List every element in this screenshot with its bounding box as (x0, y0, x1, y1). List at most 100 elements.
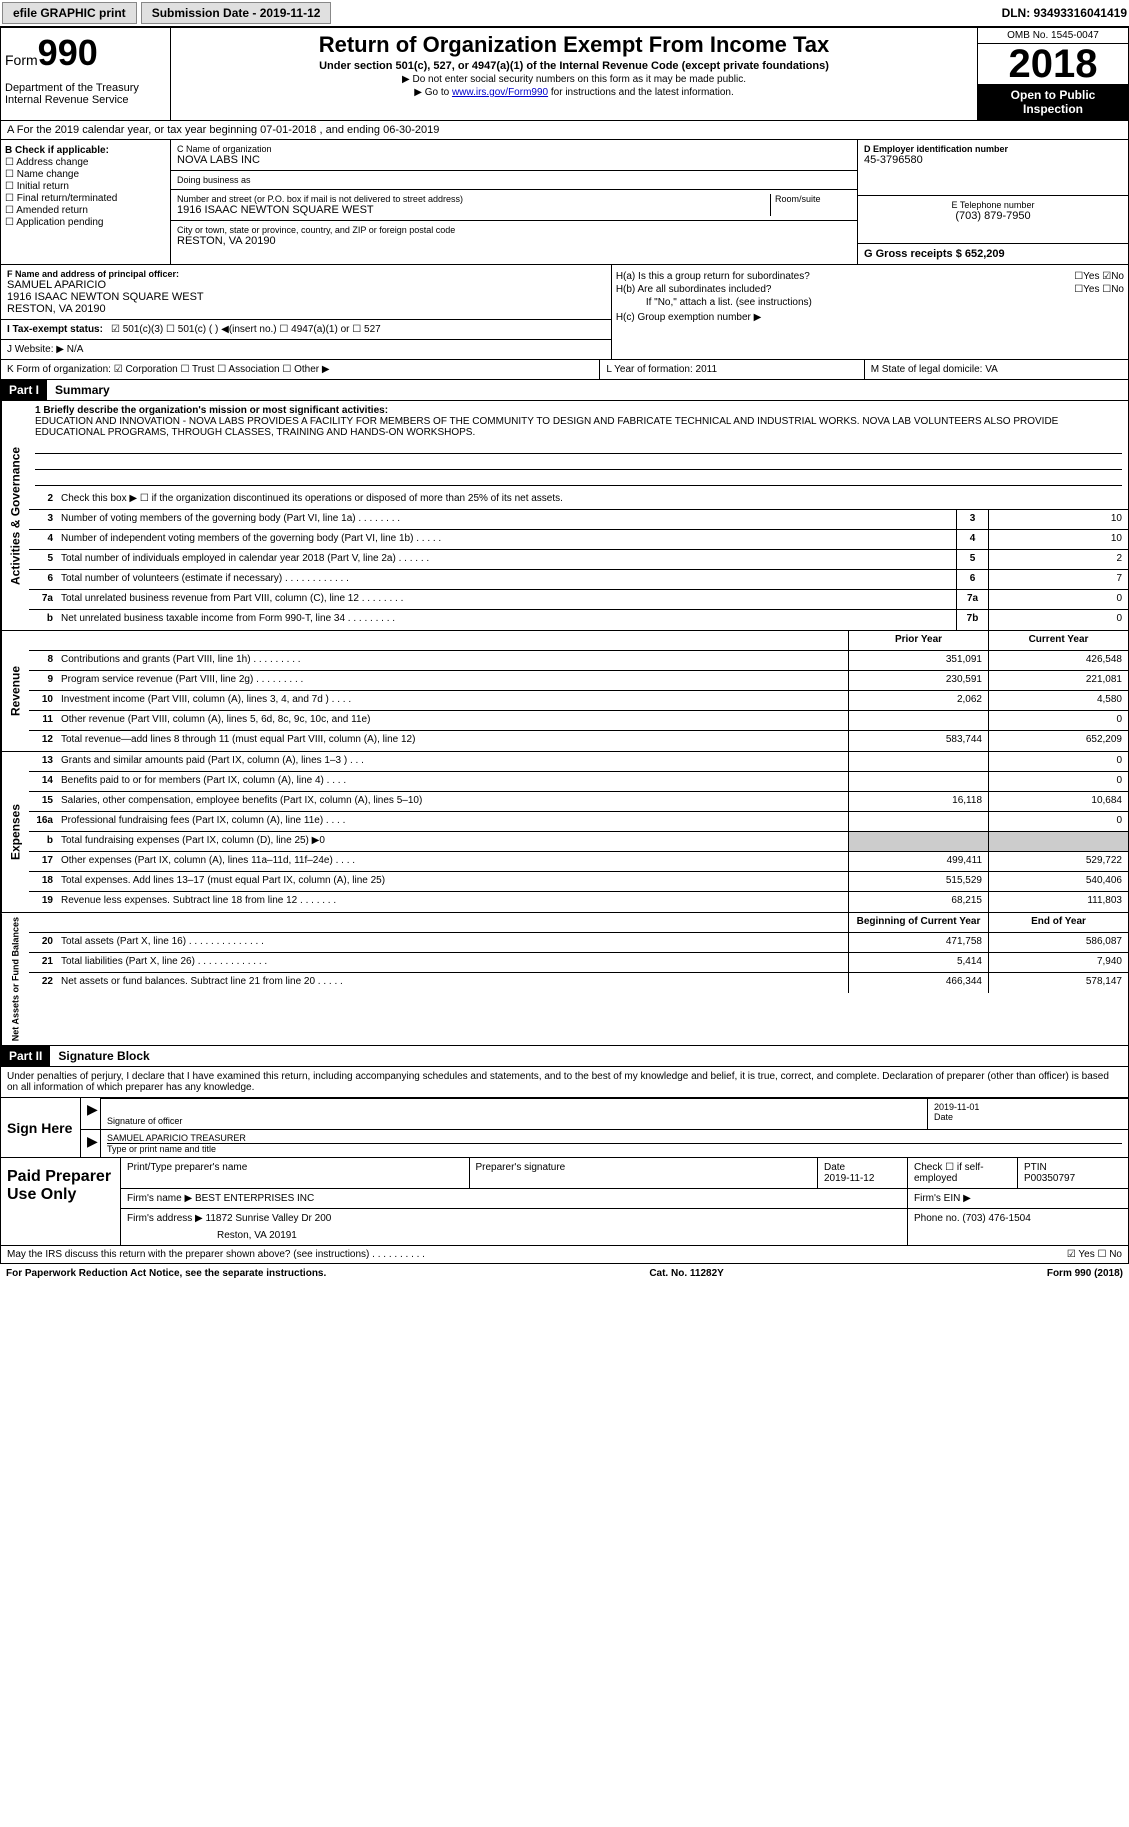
chk-initial[interactable]: ☐ Initial return (5, 181, 166, 192)
room-label: Room/suite (775, 194, 851, 204)
chk-pending[interactable]: ☐ Application pending (5, 217, 166, 228)
prep-selfemp-label: Check ☐ if self-employed (914, 1162, 1011, 1184)
firm-phone-label: Phone no. (703) 476-1504 (914, 1213, 1031, 1224)
officer-name: SAMUEL APARICIO (7, 279, 605, 291)
row-desc: Program service revenue (Part VIII, line… (57, 671, 848, 690)
prior-year-val (848, 752, 988, 771)
prior-year-val: 16,118 (848, 792, 988, 811)
sign-here-label: Sign Here (1, 1098, 81, 1157)
row-k: K Form of organization: ☑ Corporation ☐ … (0, 360, 1129, 380)
irs-discuss-row: May the IRS discuss this return with the… (0, 1246, 1129, 1264)
gov-row: 4Number of independent voting members of… (29, 530, 1128, 550)
efile-print-button[interactable]: efile GRAPHIC print (2, 2, 137, 24)
table-row: 9Program service revenue (Part VIII, lin… (29, 671, 1128, 691)
header-left: Form990 Department of the Treasury Inter… (1, 28, 171, 120)
gov-row: 3Number of voting members of the governi… (29, 510, 1128, 530)
row-num: 13 (29, 752, 57, 771)
table-row: 17Other expenses (Part IX, column (A), l… (29, 852, 1128, 872)
row-num: 7a (29, 590, 57, 609)
row-num: 19 (29, 892, 57, 912)
row-num: b (29, 610, 57, 630)
chk-amended[interactable]: ☐ Amended return (5, 205, 166, 216)
firm-name-value: BEST ENTERPRISES INC (195, 1193, 314, 1204)
dba-label: Doing business as (177, 175, 851, 185)
prior-year-val: 2,062 (848, 691, 988, 710)
row-num: 21 (29, 953, 57, 972)
row-num: 3 (29, 510, 57, 529)
expenses-section: Expenses 13Grants and similar amounts pa… (0, 752, 1129, 913)
row-val: 10 (988, 510, 1128, 529)
chk-address[interactable]: ☐ Address change (5, 157, 166, 168)
row-desc: Number of voting members of the governin… (57, 510, 956, 529)
section-fhij: F Name and address of principal officer:… (0, 265, 1129, 360)
row-desc: Contributions and grants (Part VIII, lin… (57, 651, 848, 670)
l-year-formation: L Year of formation: 2011 (600, 360, 864, 379)
firm-addr-value2: Reston, VA 20191 (127, 1230, 901, 1241)
row-desc: Number of independent voting members of … (57, 530, 956, 549)
org-name: NOVA LABS INC (177, 154, 851, 166)
paid-preparer-label: Paid Preparer Use Only (1, 1158, 121, 1245)
paid-preparer-block: Paid Preparer Use Only Print/Type prepar… (0, 1158, 1129, 1246)
officer-label: F Name and address of principal officer: (7, 269, 605, 279)
revenue-section: Revenue Prior Year Current Year 8Contrib… (0, 631, 1129, 752)
current-year-hdr: Current Year (988, 631, 1128, 650)
prep-date-label: Date (824, 1162, 901, 1173)
current-year-val: 7,940 (988, 953, 1128, 972)
row-box: 5 (956, 550, 988, 569)
part1-header: Part I (1, 380, 47, 400)
gov-row: 5Total number of individuals employed in… (29, 550, 1128, 570)
hb-note: If "No," attach a list. (see instruction… (616, 297, 1124, 308)
form-subtext2: ▶ Go to www.irs.gov/Form990 for instruct… (175, 87, 973, 98)
gross-receipts: G Gross receipts $ 652,209 (864, 248, 1122, 260)
section-bcdefg: B Check if applicable: ☐ Address change … (0, 140, 1129, 265)
tax-year: 2018 (978, 44, 1128, 84)
current-year-val (988, 832, 1128, 851)
table-row: 12Total revenue—add lines 8 through 11 (… (29, 731, 1128, 751)
top-bar: efile GRAPHIC print Submission Date - 20… (0, 0, 1129, 27)
current-year-val: 586,087 (988, 933, 1128, 952)
addr-value: 1916 ISAAC NEWTON SQUARE WEST (177, 204, 766, 216)
chk-final[interactable]: ☐ Final return/terminated (5, 193, 166, 204)
mission-label: 1 Briefly describe the organization's mi… (35, 405, 1122, 416)
ein-value: 45-3796580 (864, 154, 1122, 166)
row-desc: Net unrelated business taxable income fr… (57, 610, 956, 630)
prior-year-val: 583,744 (848, 731, 988, 751)
org-name-label: C Name of organization (177, 144, 851, 154)
prior-year-val: 68,215 (848, 892, 988, 912)
row-val: 0 (988, 590, 1128, 609)
officer-addr1: 1916 ISAAC NEWTON SQUARE WEST (7, 291, 605, 303)
irs-link[interactable]: www.irs.gov/Form990 (452, 87, 548, 98)
submission-date-button[interactable]: Submission Date - 2019-11-12 (141, 2, 332, 24)
net-assets-section: Net Assets or Fund Balances Beginning of… (0, 913, 1129, 1046)
chk-name[interactable]: ☐ Name change (5, 169, 166, 180)
tel-value: (703) 879-7950 (864, 210, 1122, 222)
prior-year-val: 515,529 (848, 872, 988, 891)
ha-label: H(a) Is this a group return for subordin… (616, 271, 810, 282)
row-box: 6 (956, 570, 988, 589)
row-desc: Other expenses (Part IX, column (A), lin… (57, 852, 848, 871)
tax-exempt-label: I Tax-exempt status: (7, 324, 103, 335)
row-num: 5 (29, 550, 57, 569)
row-val: 0 (988, 610, 1128, 630)
hb-label: H(b) Are all subordinates included? (616, 284, 772, 295)
table-row: 15Salaries, other compensation, employee… (29, 792, 1128, 812)
sign-here-block: Sign Here ▶ Signature of officer 2019-11… (0, 1098, 1129, 1158)
footer-mid: Cat. No. 11282Y (649, 1268, 723, 1279)
row-num: 22 (29, 973, 57, 993)
row-desc: Total unrelated business revenue from Pa… (57, 590, 956, 609)
row-num: 12 (29, 731, 57, 751)
row-num: 17 (29, 852, 57, 871)
prep-ptin-value: P00350797 (1024, 1173, 1122, 1184)
row-num: 18 (29, 872, 57, 891)
row-a-tax-year: A For the 2019 calendar year, or tax yea… (0, 121, 1129, 140)
begin-year-hdr: Beginning of Current Year (848, 913, 988, 932)
table-row: 21Total liabilities (Part X, line 26) . … (29, 953, 1128, 973)
gov-row: bNet unrelated business taxable income f… (29, 610, 1128, 630)
row-box: 3 (956, 510, 988, 529)
k-form-org: K Form of organization: ☑ Corporation ☐ … (1, 360, 600, 379)
irs-discuss-answer: ☑ Yes ☐ No (1067, 1249, 1122, 1260)
row-val: 10 (988, 530, 1128, 549)
current-year-val: 540,406 (988, 872, 1128, 891)
current-year-val: 111,803 (988, 892, 1128, 912)
sig-officer-label: Signature of officer (107, 1116, 921, 1126)
